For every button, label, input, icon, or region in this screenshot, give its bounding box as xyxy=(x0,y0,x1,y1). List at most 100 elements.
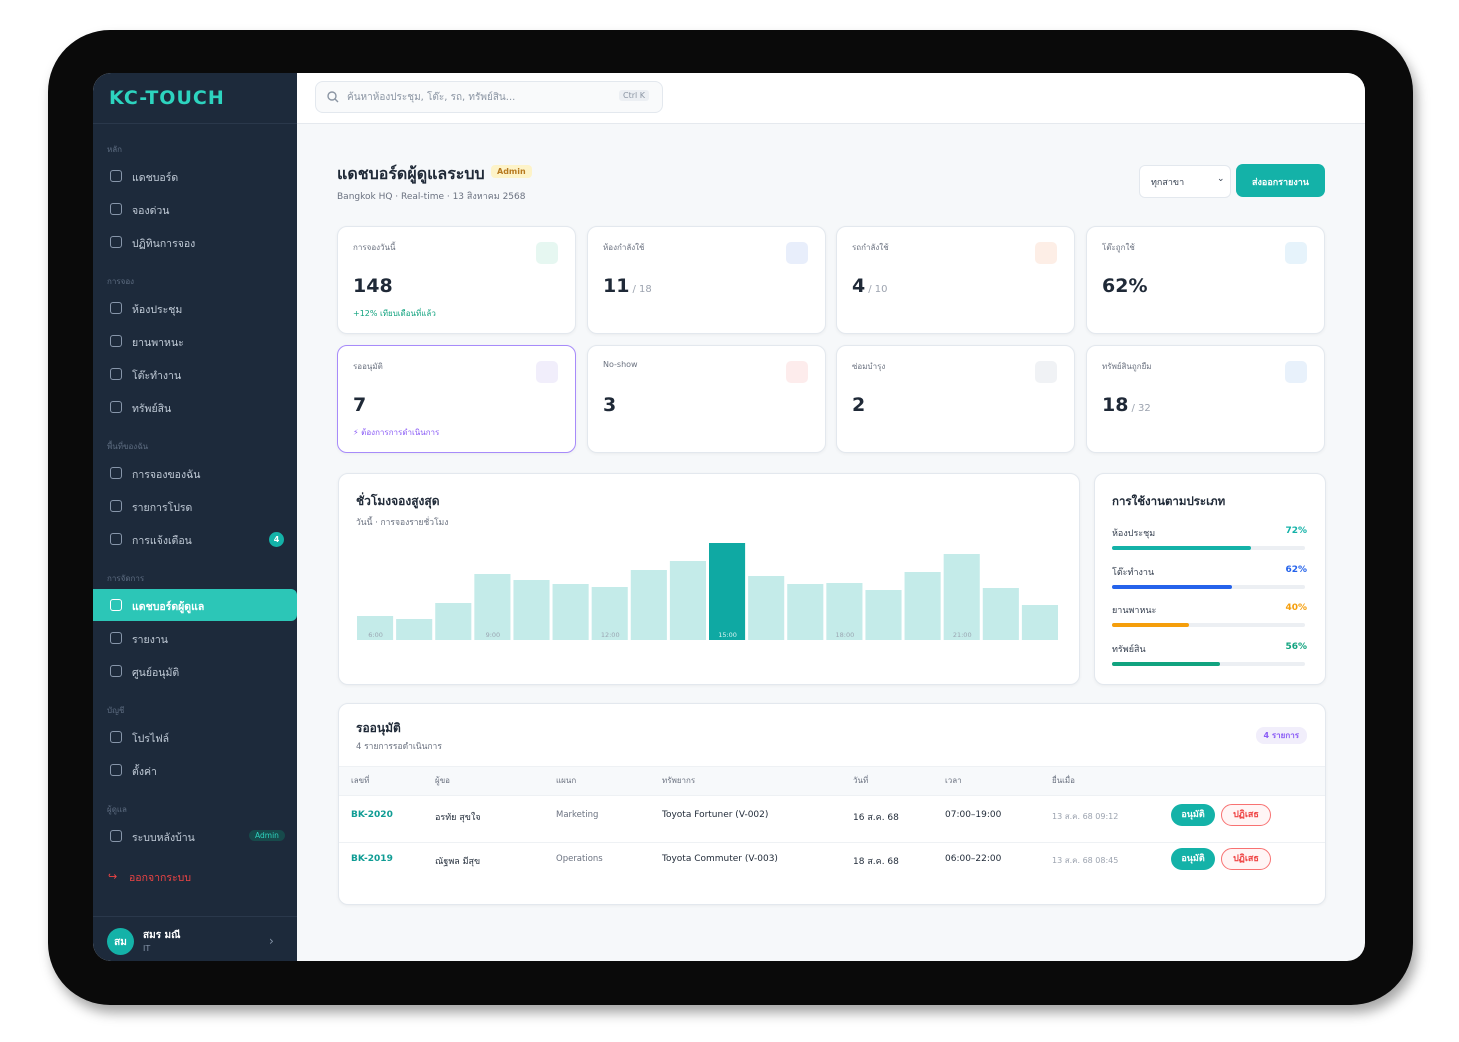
nav-item[interactable]: ตั้งค่า xyxy=(132,766,157,778)
stat-card[interactable]: รออนุมัติ 7 ⚡ ต้องการการดำเนินการ xyxy=(337,345,576,453)
x-tick-label: 6:00 xyxy=(368,631,383,639)
chart-subtitle: วันนี้ · การจองรายชั่วโมง xyxy=(356,518,449,528)
row-divider xyxy=(339,842,1325,843)
nav-item[interactable]: การแจ้งเตือน xyxy=(132,535,192,547)
stat-label: ห้องกำลังใช้ xyxy=(603,243,645,252)
usage-card: การใช้งานตามประเภท ห้องประชุม 72% โต๊ะทำงาน… xyxy=(1094,473,1326,685)
stat-value: 4 xyxy=(852,275,866,297)
nav-icon xyxy=(110,170,122,182)
reject-button[interactable]: ปฏิเสธ xyxy=(1221,804,1271,826)
nav-item[interactable]: ยานพาหนะ xyxy=(132,337,184,349)
stat-card[interactable]: ทรัพย์สินถูกยืม 18/ 32 xyxy=(1086,345,1325,453)
nav-item[interactable]: การจองของฉัน xyxy=(132,469,201,481)
column-header: ยื่นเมื่อ xyxy=(1052,776,1075,785)
stat-card[interactable]: ห้องกำลังใช้ 11/ 18 xyxy=(587,226,826,334)
table-cell[interactable]: BK-2019 xyxy=(351,854,393,864)
chevron[interactable]: › xyxy=(269,934,274,948)
column-header: ทรัพยากร xyxy=(662,776,696,785)
approve-button[interactable]: อนุมัติ xyxy=(1171,804,1215,826)
approve-button[interactable]: อนุมัติ xyxy=(1171,848,1215,870)
export-button[interactable] xyxy=(1236,164,1325,197)
table-cell: Toyota Commuter (V-003) xyxy=(662,854,778,864)
nav-icon xyxy=(110,302,122,314)
nav-icon xyxy=(110,665,122,677)
bar[interactable] xyxy=(748,576,785,640)
table-cell: 18 ส.ค. 68 xyxy=(853,857,899,867)
bar[interactable] xyxy=(943,554,980,640)
stat-icon xyxy=(1035,361,1057,383)
bar[interactable] xyxy=(1021,605,1058,640)
stat-label: รถกำลังใช้ xyxy=(852,243,889,252)
bar[interactable] xyxy=(513,580,550,640)
nav-item[interactable]: แดชบอร์ด xyxy=(132,172,179,184)
table-cell: ณัฐพล มีสุข xyxy=(435,857,481,867)
bar[interactable] xyxy=(396,619,433,640)
stat-note: +12% เทียบเดือนที่แล้ว xyxy=(353,309,436,318)
table-cell: 16 ส.ค. 68 xyxy=(853,813,899,823)
stat-note: ⚡ ต้องการการดำเนินการ xyxy=(353,428,440,437)
reject-button[interactable]: ปฏิเสธ xyxy=(1221,848,1271,870)
bar[interactable] xyxy=(552,584,589,640)
logout[interactable]: ออกจากระบบ xyxy=(129,872,191,884)
nav-item[interactable]: ห้องประชุม xyxy=(132,304,183,316)
usage-label: ทรัพย์สิน xyxy=(1112,644,1146,655)
stat-total: / 18 xyxy=(632,284,652,295)
search-box[interactable] xyxy=(315,81,663,113)
stat-card[interactable]: การจองวันนี้ 148 +12% เทียบเดือนที่แล้ว xyxy=(337,226,576,334)
column-header: วันที่ xyxy=(853,776,869,785)
column-header: ผู้ขอ xyxy=(435,776,450,785)
nav-item[interactable]: โปรไฟล์ xyxy=(132,733,170,745)
stat-value: 2 xyxy=(852,394,866,416)
logo: KC-TOUCH xyxy=(109,87,225,109)
nav-item[interactable]: ปฏิทินการจอง xyxy=(132,238,196,250)
nav-icon xyxy=(110,236,122,248)
nav-item[interactable]: ศูนย์อนุมัติ xyxy=(132,667,180,679)
stat-card[interactable]: No-show 3 xyxy=(587,345,826,453)
bar[interactable] xyxy=(669,561,706,640)
user-name[interactable]: สมร มณี xyxy=(143,930,181,941)
stat-card[interactable]: โต๊ะถูกใช้ 62% xyxy=(1086,226,1325,334)
nav-item[interactable]: จองด่วน xyxy=(132,205,170,217)
logout-icon: ↪ xyxy=(108,870,118,883)
bar[interactable] xyxy=(826,583,863,640)
nav-item[interactable]: ทรัพย์สิน xyxy=(132,403,172,415)
bar[interactable] xyxy=(982,588,1019,640)
nav-item[interactable]: รายการโปรด xyxy=(132,502,193,514)
bar[interactable] xyxy=(435,603,472,640)
stat-value: 3 xyxy=(603,394,617,416)
bar[interactable] xyxy=(357,616,394,640)
bar[interactable] xyxy=(865,590,902,640)
nav-badge: 4 xyxy=(269,532,284,547)
branch-select[interactable] xyxy=(1139,165,1231,198)
x-tick-label: 9:00 xyxy=(486,631,501,639)
nav-badge: Admin xyxy=(249,830,285,841)
stat-value-row: 148 xyxy=(353,275,393,297)
nav-item[interactable]: แดชบอร์ดผู้ดูแล xyxy=(132,601,205,613)
bar[interactable] xyxy=(787,584,824,640)
stat-value: 11 xyxy=(603,275,630,297)
nav-item[interactable]: ระบบหลังบ้าน xyxy=(132,832,195,844)
nav-item[interactable]: โต๊ะทำงาน xyxy=(132,370,182,382)
bar[interactable] xyxy=(474,574,511,640)
stat-card[interactable]: รถกำลังใช้ 4/ 10 xyxy=(836,226,1075,334)
nav-section-label: พื้นที่ของฉัน xyxy=(107,442,149,451)
nav-section-label: ผู้ดูแล xyxy=(107,805,127,814)
bar-chart: 6:00 9:00 12:00 15:00 18:00 21:00 xyxy=(357,543,1058,640)
page-title: แดชบอร์ดผู้ดูแลระบบ xyxy=(337,164,485,183)
table-cell: Toyota Fortuner (V-002) xyxy=(662,810,769,820)
bar[interactable] xyxy=(630,570,667,640)
bar[interactable] xyxy=(709,543,746,640)
bar[interactable] xyxy=(591,587,628,640)
table-header-bg xyxy=(339,766,1325,796)
table-subtitle: 4 รายการรอดำเนินการ xyxy=(356,742,442,752)
stat-label: ทรัพย์สินถูกยืม xyxy=(1102,362,1152,371)
x-tick-label: 15:00 xyxy=(718,631,737,639)
admin-badge: Admin xyxy=(491,165,532,178)
nav-item[interactable]: รายงาน xyxy=(132,634,168,646)
table-cell: Operations xyxy=(556,854,603,864)
stat-card[interactable]: ซ่อมบำรุง 2 xyxy=(836,345,1075,453)
bar[interactable] xyxy=(904,572,941,640)
stat-icon xyxy=(1285,361,1307,383)
table-cell[interactable]: BK-2020 xyxy=(351,810,393,820)
